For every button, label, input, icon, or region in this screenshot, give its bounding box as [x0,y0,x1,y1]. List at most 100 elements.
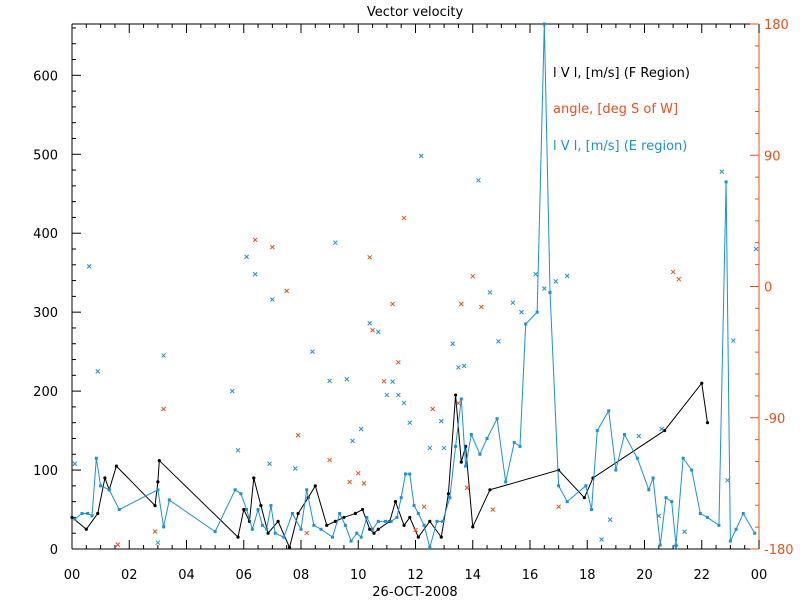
data-point [338,511,342,515]
series-2 [115,215,682,547]
data-point [355,470,361,476]
data-point [607,517,613,523]
data-point [161,353,166,358]
data-point [86,511,90,515]
data-point [636,433,642,439]
data-point [94,456,98,460]
data-point [428,519,432,523]
data-point [430,406,436,412]
data-point [416,535,420,539]
data-point [717,523,721,527]
data-point [266,531,270,535]
x-tick-label: 20 [636,568,653,583]
data-point [535,310,539,314]
legend-entry-e-region: l V l, [m/s] (E region) [553,139,687,154]
data-point [84,527,88,531]
data-point [270,244,275,250]
data-point [504,480,508,484]
data-point [70,515,74,520]
data-point [478,452,482,456]
data-point [347,479,353,485]
data-point [381,378,387,384]
data-point [470,273,476,279]
data-point [332,240,338,246]
legend: l V l, [m/s] (F Region) angle, [deg S of… [553,66,690,154]
data-point [556,504,561,510]
data-point [96,511,100,516]
data-point [290,511,294,515]
data-point [450,341,456,347]
data-point [705,421,710,425]
data-point [422,523,426,527]
data-point [454,444,458,448]
data-point [342,515,346,520]
data-point [304,530,310,536]
data-point [367,320,373,326]
data-point [548,290,552,294]
data-point [242,507,246,512]
data-point [478,304,484,310]
data-point [95,369,101,374]
data-point [233,488,237,492]
data-point [99,484,103,488]
data-point [157,458,161,463]
data-point [389,519,393,523]
data-point [456,365,461,370]
legend-entry-f-region: l V l, [m/s] (F Region) [553,66,690,81]
x-tick-label: 00 [751,568,768,583]
x-tick-label: 08 [293,568,310,583]
data-point [670,269,676,275]
data-point [682,529,687,534]
data-point [407,420,413,426]
data-point [276,519,280,523]
data-point [239,492,243,496]
data-point [156,480,160,484]
data-point [250,527,254,531]
data-point [469,433,473,437]
data-point [485,436,489,440]
data-point [359,535,363,539]
data-point [670,500,674,504]
data-point [270,297,275,302]
data-point [464,485,470,491]
data-point [327,378,332,384]
data-point [355,531,359,535]
data-point [265,527,269,531]
data-point [651,476,655,480]
data-point [719,169,725,174]
data-point [607,409,611,413]
data-point [117,508,121,512]
data-point [656,513,662,519]
y-left-tick-label: 200 [33,385,58,400]
data-point [282,535,286,539]
data-point [167,498,171,502]
series-layer [70,22,759,550]
data-point [487,290,493,295]
data-point [724,180,728,184]
data-point [635,456,639,460]
data-point [162,525,166,529]
data-point [461,363,467,369]
data-point [622,433,626,437]
data-point [103,476,107,480]
data-point [401,215,407,221]
data-point [305,488,309,492]
data-point [403,472,407,476]
data-point [471,525,475,529]
data-point [698,511,702,515]
data-point [375,329,381,335]
data-point [519,309,524,315]
data-point [267,461,272,467]
data-point [361,481,367,486]
x-tick-label: 02 [121,568,138,583]
data-point [296,511,300,516]
data-point [107,488,111,492]
data-point [312,523,316,527]
data-point [512,440,516,444]
data-point [673,545,679,550]
data-point [582,496,586,500]
data-point [428,545,432,549]
data-point [402,523,406,527]
data-point [741,511,745,515]
